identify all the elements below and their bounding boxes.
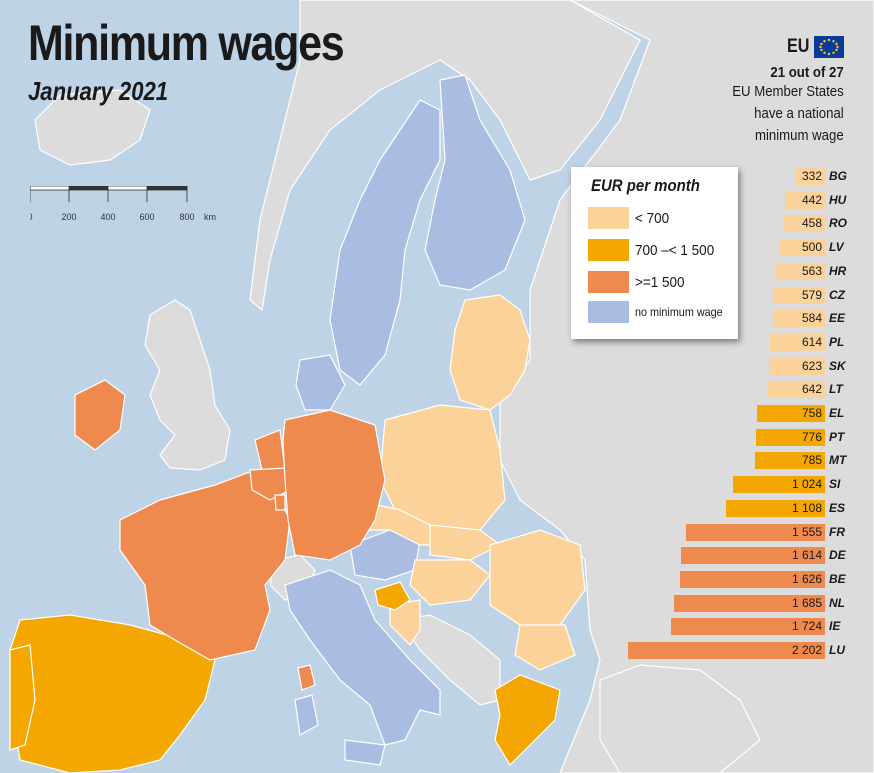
france-region [119,469,291,661]
finland-region [424,74,526,291]
map-title: Minimum wages [28,15,345,71]
legend-label-under-700: < 700 [635,209,670,227]
sweden-region [329,99,441,386]
scale-bar-fill-1 [69,186,108,190]
germany-region [282,409,386,561]
under-700-regions [354,294,586,671]
eu-flag-icon [814,36,844,58]
map-subtitle: January 2021 [28,76,169,106]
legend-item-no-minimum-wage: no minimum wage [588,301,732,323]
legend-label-no-minimum-wage: no minimum wage [635,305,723,319]
iceland-land [34,89,151,166]
scale-label-600: 600 [139,212,154,222]
legend-item-700-1500: 700 –< 1 500 [588,239,723,261]
scale-unit: km [204,212,216,222]
eu-note-line-1: EU Member States [732,83,844,100]
turkey-land [599,664,761,773]
ireland-region [74,379,126,451]
eu-note-line-2: have a national [754,105,844,122]
over-1500-regions [74,379,386,691]
slovakia-region [429,524,502,561]
corsica-region [297,664,316,691]
scale-bar: 0 200 400 600 800 km [30,186,216,222]
baltics-region [449,294,531,411]
eu-member-count: 21 out of 27 [770,64,844,81]
legend: EUR per month < 700 700 –< 1 500 >=1 500… [571,167,738,339]
slovenia-region [374,581,411,611]
norway-land [249,0,641,312]
bulgaria-region [514,624,576,671]
eu-note-line-3: minimum wage [755,127,844,144]
poland-region [379,404,506,536]
scale-label-0: 0 [30,212,33,222]
legend-title: EUR per month [591,176,700,195]
scale-label-400: 400 [100,212,115,222]
legend-swatch-under-700 [588,207,629,229]
legend-swatch-over-1500 [588,271,629,293]
hungary-region [409,559,491,606]
eu-label: EU [786,36,809,57]
legend-swatch-700-1500 [588,239,629,261]
portugal-region [9,644,36,751]
eu-summary: EU 21 out of 27 EU Member States have a … [717,36,844,147]
from-700-to-1500-regions [9,581,561,773]
legend-label-700-1500: 700 –< 1 500 [635,241,715,259]
sardinia-region [294,694,319,736]
scale-label-800: 800 [179,212,194,222]
italy-region [284,569,441,746]
great-britain-land [144,299,231,471]
croatia-region [389,599,421,646]
greece-region [494,674,561,766]
legend-swatch-no-minimum-wage [588,301,629,323]
luxembourg-region [274,494,286,511]
sicily-region [344,739,386,766]
scale-bar-fill-2 [147,186,187,190]
legend-item-under-700: < 700 [588,207,673,229]
legend-label-over-1500: >=1 500 [635,273,685,291]
romania-region [489,529,586,626]
scale-label-200: 200 [61,212,76,222]
no-minimum-wage-regions [284,74,526,766]
legend-item-over-1500: >=1 500 [588,271,690,293]
